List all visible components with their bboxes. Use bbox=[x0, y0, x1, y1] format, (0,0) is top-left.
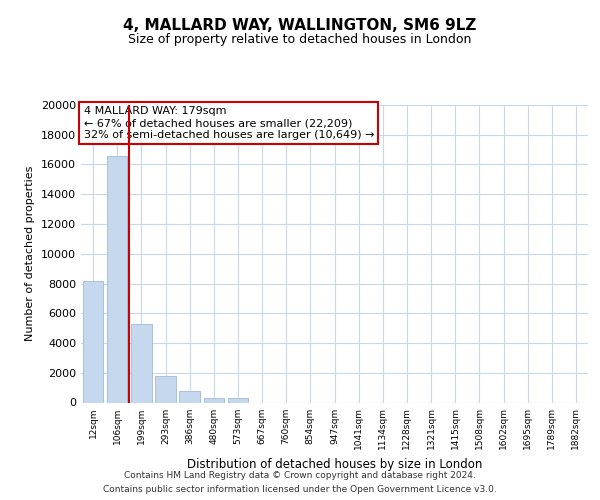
Text: Contains HM Land Registry data © Crown copyright and database right 2024.: Contains HM Land Registry data © Crown c… bbox=[124, 472, 476, 480]
Text: Contains public sector information licensed under the Open Government Licence v3: Contains public sector information licen… bbox=[103, 484, 497, 494]
Bar bbox=[83, 280, 103, 402]
Text: 4 MALLARD WAY: 179sqm
← 67% of detached houses are smaller (22,209)
32% of semi-: 4 MALLARD WAY: 179sqm ← 67% of detached … bbox=[83, 106, 374, 140]
X-axis label: Distribution of detached houses by size in London: Distribution of detached houses by size … bbox=[187, 458, 482, 471]
Bar bbox=[107, 156, 127, 402]
Text: Size of property relative to detached houses in London: Size of property relative to detached ho… bbox=[128, 32, 472, 46]
Bar bbox=[155, 376, 176, 402]
Bar bbox=[131, 324, 152, 402]
Text: 4, MALLARD WAY, WALLINGTON, SM6 9LZ: 4, MALLARD WAY, WALLINGTON, SM6 9LZ bbox=[124, 18, 476, 32]
Bar bbox=[179, 392, 200, 402]
Bar bbox=[203, 398, 224, 402]
Y-axis label: Number of detached properties: Number of detached properties bbox=[25, 166, 35, 342]
Bar bbox=[227, 398, 248, 402]
